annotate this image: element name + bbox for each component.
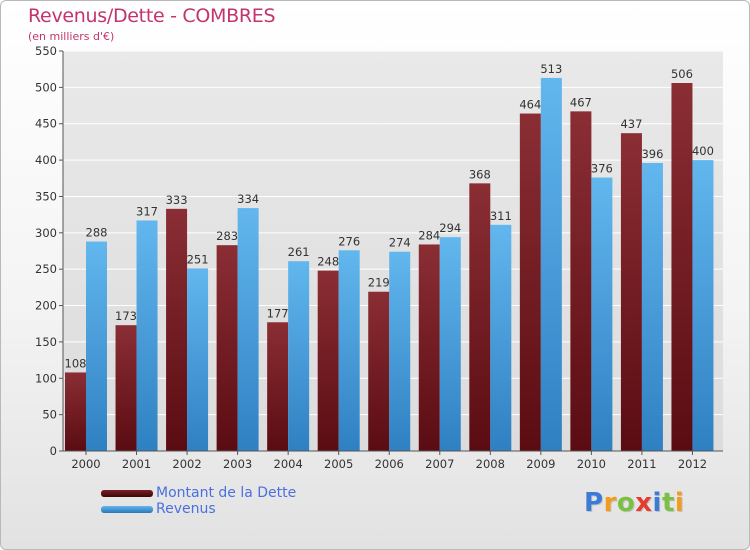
bar-debt	[469, 183, 491, 451]
data-label-debt: 108	[65, 356, 87, 370]
chart-title: Revenus/Dette - COMBRES	[28, 5, 276, 27]
data-label-revenue: 276	[338, 234, 360, 248]
logo-letter: x	[635, 488, 653, 518]
data-label-debt: 177	[267, 306, 289, 320]
logo-letter: P	[584, 488, 604, 518]
logo-letter: o	[616, 488, 636, 518]
legend-swatch-debt	[101, 490, 153, 497]
data-label-revenue: 274	[389, 236, 411, 250]
bar-debt	[166, 208, 188, 451]
bar-debt	[216, 245, 238, 451]
data-label-revenue: 513	[540, 62, 562, 76]
y-tick-label: 0	[50, 444, 57, 458]
bar-debt	[115, 325, 137, 451]
x-tick-label: 2004	[274, 457, 303, 471]
data-label-debt: 368	[469, 167, 491, 181]
data-label-revenue: 311	[490, 209, 512, 223]
x-tick-label: 2001	[122, 457, 151, 471]
x-tick-label: 2008	[476, 457, 505, 471]
bar-revenue	[86, 241, 107, 451]
data-label-revenue: 334	[237, 192, 259, 206]
bar-revenue	[591, 177, 613, 451]
bar-revenue	[439, 237, 461, 451]
logo-letter: t	[661, 488, 675, 518]
data-label-debt: 506	[671, 67, 693, 81]
x-tick-label: 2003	[223, 457, 252, 471]
bar-revenue	[389, 251, 411, 451]
y-tick-label: 50	[42, 408, 57, 422]
legend-swatch-revenue	[101, 506, 153, 513]
bar-debt	[65, 372, 86, 451]
bar-debt	[418, 244, 440, 451]
logo-letter: r	[603, 488, 617, 518]
bar-revenue	[490, 224, 512, 451]
y-tick-label: 350	[35, 189, 57, 203]
y-tick-label: 550	[35, 44, 57, 58]
y-tick-label: 300	[35, 226, 57, 240]
x-tick-label: 2009	[526, 457, 555, 471]
y-tick-label: 500	[35, 80, 57, 94]
x-tick-label: 2010	[577, 457, 606, 471]
data-label-revenue: 317	[136, 204, 158, 218]
bar-debt	[620, 133, 642, 451]
logo-letter: i	[674, 488, 685, 518]
data-label-debt: 464	[519, 98, 541, 112]
bar-revenue	[288, 261, 310, 451]
x-tick-label: 2002	[172, 457, 201, 471]
bar-revenue	[136, 220, 158, 451]
bar-debt	[368, 291, 390, 451]
data-label-debt: 284	[418, 228, 440, 242]
y-tick-label: 100	[35, 371, 57, 385]
x-tick-label: 2011	[627, 457, 656, 471]
data-label-debt: 248	[317, 255, 339, 269]
data-label-debt: 173	[115, 309, 137, 323]
data-label-debt: 437	[620, 117, 642, 131]
x-tick-label: 2012	[678, 457, 707, 471]
data-label-debt: 283	[216, 229, 238, 243]
data-label-revenue: 261	[288, 245, 310, 259]
data-label-revenue: 376	[591, 162, 613, 176]
y-tick-label: 250	[35, 262, 57, 276]
logo-letter: i	[652, 488, 662, 518]
bar-revenue	[540, 77, 562, 451]
proxiti-logo: Proxiti	[584, 488, 684, 518]
bar-debt	[671, 83, 693, 451]
data-label-revenue: 288	[86, 226, 108, 240]
data-label-revenue: 396	[641, 147, 663, 161]
legend-label-revenue: Revenus	[156, 501, 216, 517]
y-tick-label: 200	[35, 299, 57, 313]
bar-revenue	[338, 250, 360, 451]
bar-debt	[267, 322, 289, 451]
y-tick-label: 450	[35, 117, 57, 131]
data-label-debt: 219	[368, 276, 390, 290]
bar-revenue	[237, 208, 259, 451]
legend-label-debt: Montant de la Dette	[156, 485, 297, 501]
x-tick-label: 2005	[324, 457, 353, 471]
y-tick-label: 150	[35, 335, 57, 349]
bar-revenue	[692, 160, 714, 451]
x-tick-label: 2007	[425, 457, 454, 471]
bar-debt	[519, 113, 541, 451]
bar-debt	[317, 270, 339, 451]
data-label-revenue: 251	[187, 252, 209, 266]
bar-debt	[570, 111, 592, 451]
y-tick-label: 400	[35, 153, 57, 167]
bar-revenue	[641, 163, 663, 451]
x-tick-label: 2000	[71, 457, 100, 471]
data-label-debt: 467	[570, 95, 592, 109]
data-label-revenue: 294	[439, 221, 461, 235]
x-tick-label: 2006	[375, 457, 404, 471]
bar-revenue	[187, 268, 209, 451]
data-label-debt: 333	[166, 193, 188, 207]
data-label-revenue: 400	[692, 144, 714, 158]
chart-subtitle: (en milliers d'€)	[28, 30, 115, 43]
